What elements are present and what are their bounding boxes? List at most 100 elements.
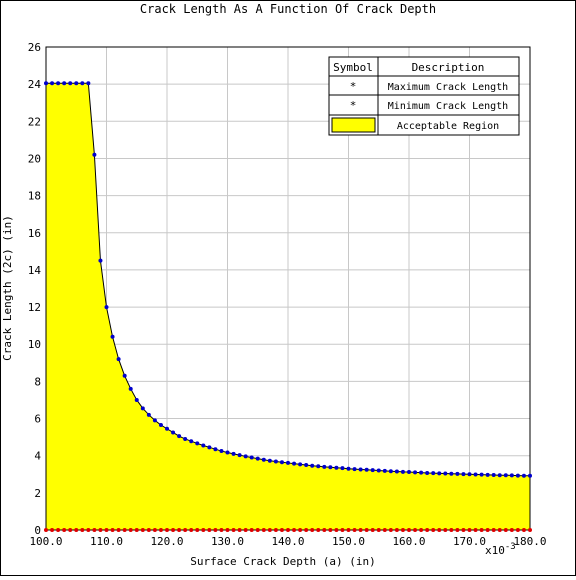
max-crack-length-point <box>116 357 121 362</box>
min-crack-length-point <box>310 528 315 532</box>
min-crack-length-point <box>334 528 339 532</box>
acceptable-region-area <box>46 83 530 530</box>
max-crack-length-point <box>273 459 278 464</box>
max-crack-length-point <box>316 464 321 469</box>
min-crack-length-point <box>509 528 514 532</box>
max-crack-length-point <box>340 466 345 471</box>
y-tick-label: 14 <box>28 264 42 277</box>
max-crack-length-point <box>86 81 91 86</box>
y-tick-label: 26 <box>28 41 41 54</box>
max-crack-length-point <box>358 467 363 472</box>
max-crack-length-point <box>413 470 418 475</box>
min-crack-length-point <box>68 528 73 532</box>
min-crack-length-point <box>491 528 496 532</box>
min-crack-length-point <box>219 528 224 532</box>
min-crack-length-point <box>189 528 194 532</box>
min-crack-length-point <box>292 528 297 532</box>
min-crack-length-points <box>44 528 532 532</box>
max-crack-length-point <box>334 465 339 470</box>
max-crack-length-point <box>485 472 490 477</box>
min-crack-length-point <box>340 528 345 532</box>
max-crack-length-point <box>515 473 520 478</box>
max-crack-length-point <box>455 471 460 476</box>
max-crack-length-point <box>134 397 139 402</box>
max-crack-length-point <box>419 470 424 475</box>
max-crack-length-point <box>461 472 466 477</box>
y-axis-label: Crack Length (2c) (in) <box>1 215 14 361</box>
min-crack-length-point <box>255 528 260 532</box>
max-crack-length-point <box>407 470 411 475</box>
max-crack-length-point <box>310 463 315 468</box>
min-crack-length-point <box>92 528 97 532</box>
max-crack-length-point <box>62 81 67 86</box>
y-tick-label: 2 <box>34 487 41 500</box>
max-crack-length-point <box>207 445 212 450</box>
max-crack-length-point <box>491 473 496 478</box>
max-crack-length-point <box>80 81 85 86</box>
min-crack-length-point <box>152 528 157 532</box>
x-axis-label: Surface Crack Depth (a) (in) <box>190 555 375 568</box>
min-crack-length-point <box>449 528 454 532</box>
min-crack-length-point <box>370 528 375 532</box>
x-axis-multiplier: x10-3 <box>485 542 516 557</box>
min-crack-length-point <box>104 528 109 532</box>
min-crack-length-point <box>503 528 508 532</box>
min-crack-length-point <box>267 528 272 532</box>
min-crack-length-point <box>195 528 200 532</box>
min-crack-length-point <box>304 528 309 532</box>
max-crack-length-point <box>171 430 176 435</box>
min-crack-length-point <box>443 528 448 532</box>
max-crack-length-points <box>44 81 532 478</box>
max-crack-length-point <box>431 471 436 476</box>
max-crack-length-point <box>128 386 133 391</box>
max-crack-length-point <box>503 473 508 478</box>
y-tick-label: 8 <box>34 375 41 388</box>
min-crack-length-point <box>497 528 502 532</box>
max-crack-length-point <box>50 81 55 86</box>
max-crack-length-point <box>292 461 297 466</box>
min-crack-length-point <box>316 528 321 532</box>
max-crack-length-point <box>152 418 157 423</box>
max-crack-length-point <box>352 467 357 472</box>
y-tick-label: 10 <box>28 338 41 351</box>
min-crack-length-point <box>467 528 472 532</box>
min-crack-length-point <box>382 528 387 532</box>
y-tick-label: 20 <box>28 152 41 165</box>
min-crack-length-point <box>183 528 188 532</box>
min-crack-length-point <box>158 528 163 532</box>
max-crack-length-point <box>364 467 369 472</box>
max-crack-length-point <box>479 472 484 477</box>
legend-max-symbol: * <box>350 80 357 93</box>
max-crack-length-point <box>237 453 242 458</box>
min-crack-length-point <box>225 528 230 532</box>
min-crack-length-point <box>328 528 333 532</box>
max-crack-length-point <box>267 458 272 463</box>
min-crack-length-point <box>128 528 133 532</box>
max-crack-length-point <box>467 472 472 477</box>
min-crack-length-point <box>364 528 369 532</box>
min-crack-length-point <box>86 528 91 532</box>
min-crack-length-point <box>110 528 115 532</box>
min-crack-length-point <box>425 528 430 532</box>
min-crack-length-point <box>213 528 218 532</box>
min-crack-length-point <box>400 528 405 532</box>
min-crack-length-point <box>413 528 418 532</box>
max-crack-length-point <box>44 81 48 86</box>
x-tick-label: 120.0 <box>150 535 183 548</box>
max-crack-length-point <box>110 334 115 339</box>
max-crack-length-point <box>376 468 381 473</box>
min-crack-length-point <box>485 528 490 532</box>
min-crack-length-point <box>431 528 436 532</box>
x-tick-label: 130.0 <box>211 535 244 548</box>
min-crack-length-point <box>521 528 526 532</box>
max-crack-length-point <box>201 443 206 448</box>
legend-max-label: Maximum Crack Length <box>388 82 508 93</box>
min-crack-length-point <box>407 528 411 532</box>
max-crack-length-point <box>195 441 200 446</box>
legend-min-symbol: * <box>350 99 357 112</box>
min-crack-length-point <box>98 528 103 532</box>
max-crack-length-point <box>425 470 430 475</box>
max-crack-length-point <box>249 455 254 460</box>
